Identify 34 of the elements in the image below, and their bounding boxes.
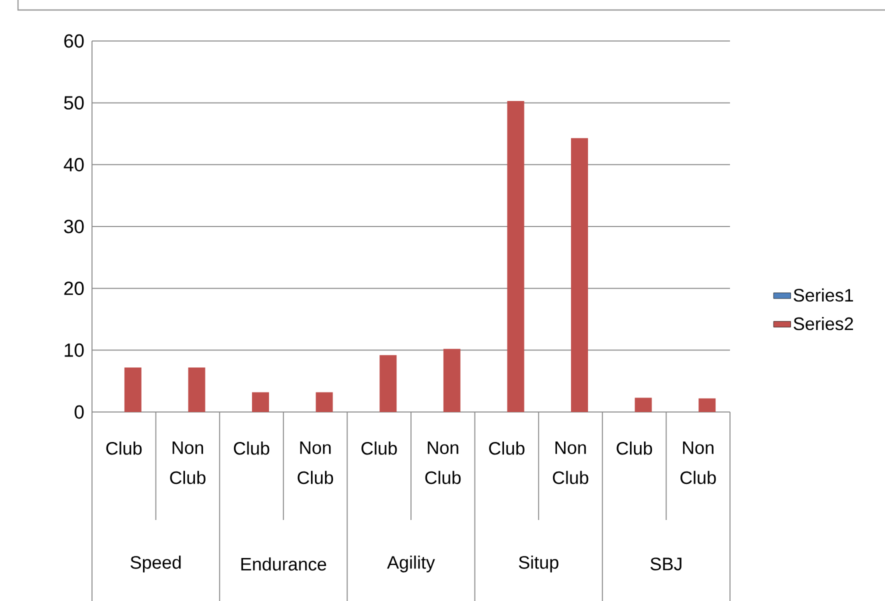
legend-label: Series2 [794, 316, 853, 330]
x-tick-label: Non Club [552, 442, 588, 484]
bar [124, 367, 142, 412]
x-tick-label: Club [616, 442, 652, 455]
bar [252, 392, 270, 412]
y-tick-label: 10 [64, 343, 84, 357]
y-tick-label: 60 [64, 34, 84, 48]
x-tick-label: Non Club [170, 442, 206, 484]
x-tick-label: Non Club [425, 442, 461, 484]
x-tick-label: Club [234, 442, 270, 455]
bar [571, 138, 588, 412]
x-tick-label: Club [106, 442, 142, 455]
x-tick-label: Non Club [680, 442, 716, 484]
x-tick-label: Club [489, 442, 524, 455]
y-tick-label: 20 [64, 282, 84, 296]
text: Situp [518, 556, 558, 572]
text: Agility [387, 556, 435, 572]
bar [380, 355, 397, 412]
bar [316, 392, 333, 412]
bar [698, 398, 716, 412]
bar [634, 398, 652, 412]
y-tick-label: 30 [64, 220, 84, 234]
bar [507, 100, 524, 412]
legend-label: Series1 [794, 288, 854, 302]
bar [443, 348, 460, 412]
bar [188, 367, 206, 412]
x-tick-label: Club [362, 442, 397, 455]
text: Speed [130, 556, 181, 572]
text: SBJ [650, 558, 682, 570]
text: Endurance [241, 557, 326, 571]
y-tick-label: 40 [64, 158, 84, 172]
x-tick-label: Non Club [298, 442, 334, 484]
y-tick-label: 50 [64, 96, 84, 110]
y-tick-label: 0 [74, 405, 84, 419]
